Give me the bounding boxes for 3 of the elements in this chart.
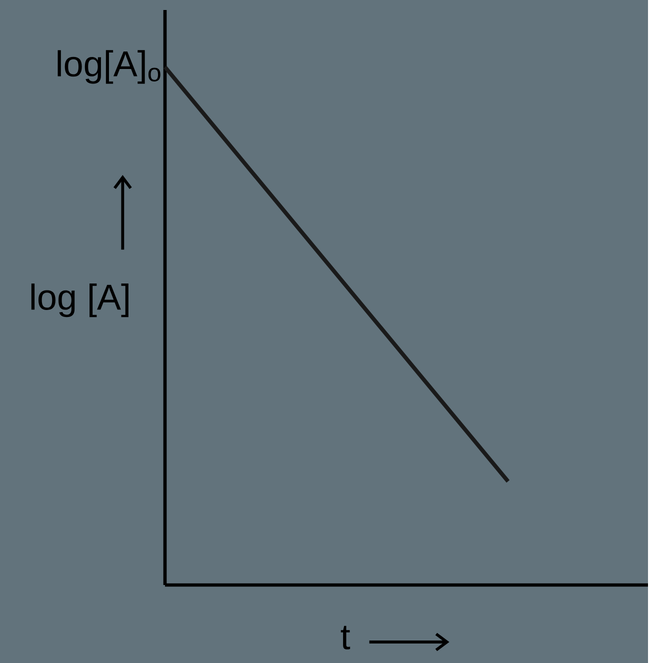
y-axis-title: log [A] — [32, 284, 129, 318]
text: log[A]$_{o}$ — [58, 50, 161, 84]
x-axis-title: t — [341, 626, 350, 650]
